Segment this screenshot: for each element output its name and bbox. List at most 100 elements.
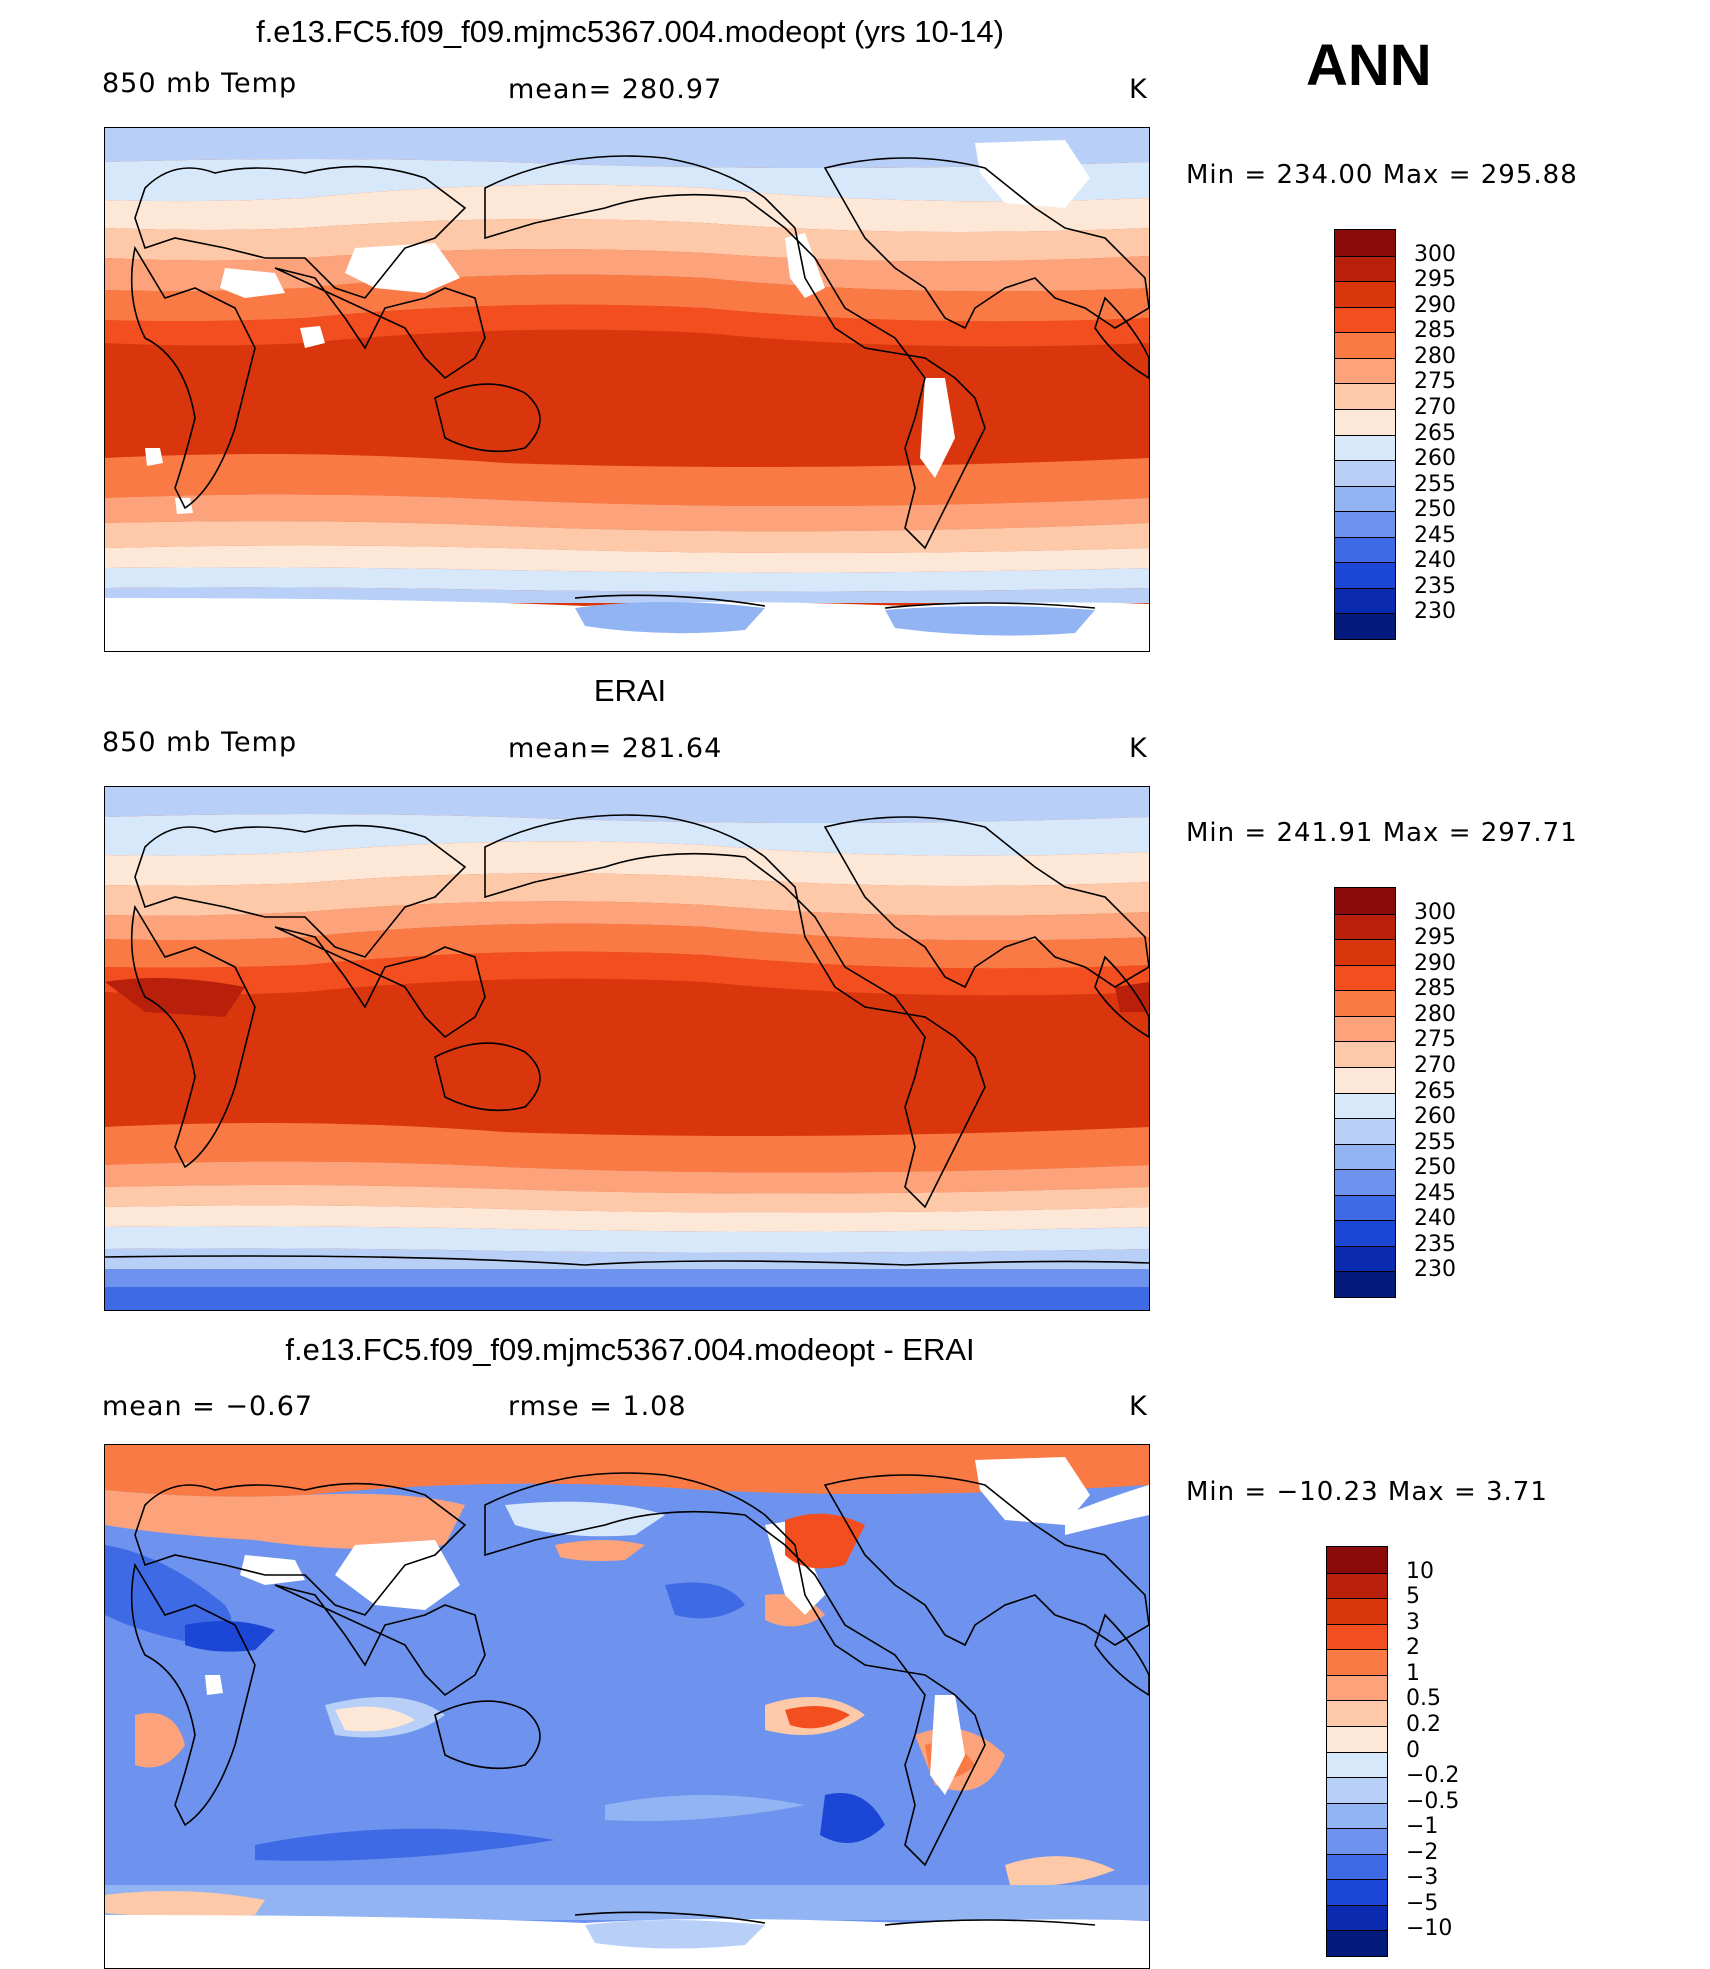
colorbar-tick-label: 0.2	[1406, 1711, 1441, 1737]
colorbar-tick-label: −0.2	[1406, 1763, 1460, 1789]
colorbar-tick-label: 250	[1414, 497, 1456, 523]
panel-2-mean-label: mean= 281.64	[508, 733, 723, 764]
panel-3-minmax: Min = −10.23 Max = 3.71	[1186, 1477, 1548, 1507]
colorbar-swatch	[1335, 1015, 1395, 1042]
colorbar-tick-label: 235	[1414, 1231, 1456, 1257]
colorbar-swatch	[1327, 1700, 1387, 1726]
colorbar-swatch	[1335, 357, 1395, 384]
colorbar-tick-label: 290	[1414, 950, 1456, 976]
colorbar-tick-label: 280	[1414, 343, 1456, 369]
panel-2-variable-label: 850 mb Temp	[102, 727, 298, 758]
colorbar-swatch	[1335, 1092, 1395, 1119]
colorbar-tick-label: 255	[1414, 471, 1456, 497]
panel-3-title: f.e13.FC5.f09_f09.mjmc5367.004.modeopt -…	[285, 1332, 975, 1367]
colorbar-swatch	[1327, 1802, 1387, 1829]
panel-3-difference-field	[105, 1445, 1149, 1968]
colorbar-tick-label: 285	[1414, 976, 1456, 1002]
colorbar-tick-label: 0.5	[1406, 1686, 1441, 1712]
colorbar-tick-label: 3	[1406, 1609, 1420, 1635]
colorbar-swatch	[1335, 587, 1395, 614]
colorbar-tick-label: 285	[1414, 318, 1456, 344]
colorbar-swatch	[1335, 939, 1395, 965]
colorbar-swatch	[1335, 408, 1395, 435]
colorbar-swatch	[1327, 1751, 1387, 1778]
colorbar-tick-label: −2	[1406, 1839, 1439, 1865]
panel-1-map	[104, 127, 1150, 652]
colorbar-tick-label: −3	[1406, 1865, 1439, 1891]
colorbar-swatch	[1335, 1245, 1395, 1272]
colorbar-swatch	[1335, 913, 1395, 940]
colorbar-tick-label: 295	[1414, 925, 1456, 951]
panel-3-map	[104, 1444, 1150, 1969]
colorbar-swatch	[1327, 1674, 1387, 1701]
colorbar-swatch	[1327, 1649, 1387, 1675]
panel-2-minmax: Min = 241.91 Max = 297.71	[1186, 818, 1578, 848]
panel-1-minmax: Min = 234.00 Max = 295.88	[1186, 160, 1578, 190]
colorbar-swatch	[1335, 1066, 1395, 1093]
colorbar-tick-label: 255	[1414, 1129, 1456, 1155]
colorbar-swatch	[1335, 460, 1395, 486]
colorbar-tick-label: 240	[1414, 548, 1456, 574]
colorbar-swatch	[1335, 562, 1395, 588]
panel-2-title: ERAI	[593, 673, 667, 708]
colorbar-swatch	[1335, 613, 1395, 639]
colorbar-swatch	[1327, 1853, 1387, 1880]
colorbar-swatch	[1327, 1828, 1387, 1854]
colorbar-tick-label: 0	[1406, 1737, 1420, 1763]
panel-3-colorbar	[1326, 1546, 1388, 1957]
colorbar-swatch	[1335, 990, 1395, 1016]
colorbar-swatch	[1335, 1169, 1395, 1195]
colorbar-tick-label: 245	[1414, 1180, 1456, 1206]
panel-1-units: K	[1129, 74, 1148, 105]
colorbar-swatch	[1335, 281, 1395, 307]
panel-2-map	[104, 786, 1150, 1311]
colorbar-swatch	[1335, 1041, 1395, 1067]
colorbar-tick-label: 250	[1414, 1155, 1456, 1181]
colorbar-tick-label: 295	[1414, 267, 1456, 293]
colorbar-tick-label: 1	[1406, 1660, 1420, 1686]
colorbar-tick-label: 260	[1414, 446, 1456, 472]
panel-3-rmse-label: rmse = 1.08	[508, 1391, 687, 1422]
panel-1-variable-label: 850 mb Temp	[102, 68, 298, 99]
colorbar-swatch	[1335, 485, 1395, 512]
colorbar-tick-label: 275	[1414, 369, 1456, 395]
colorbar-tick-label: 245	[1414, 522, 1456, 548]
colorbar-swatch	[1335, 964, 1395, 991]
colorbar-swatch	[1335, 1271, 1395, 1297]
colorbar-tick-label: 270	[1414, 1052, 1456, 1078]
colorbar-swatch	[1335, 511, 1395, 537]
panel-1-temperature-field	[105, 128, 1149, 651]
colorbar-tick-label: 240	[1414, 1206, 1456, 1232]
colorbar-swatch	[1335, 536, 1395, 563]
season-label: ANN	[1306, 33, 1432, 98]
colorbar-tick-label: 260	[1414, 1104, 1456, 1130]
colorbar-swatch	[1327, 1598, 1387, 1624]
colorbar-swatch	[1335, 1194, 1395, 1221]
colorbar-tick-label: 275	[1414, 1027, 1456, 1053]
panel-1-colorbar	[1334, 229, 1396, 640]
colorbar-tick-label: 5	[1406, 1584, 1420, 1610]
colorbar-swatch	[1327, 1547, 1387, 1573]
panel-2-temperature-field	[105, 787, 1149, 1310]
panel-1-title: f.e13.FC5.f09_f09.mjmc5367.004.modeopt (…	[256, 14, 1004, 49]
colorbar-swatch	[1335, 1143, 1395, 1170]
colorbar-tick-label: 2	[1406, 1635, 1420, 1661]
colorbar-swatch	[1335, 434, 1395, 461]
colorbar-tick-label: −0.5	[1406, 1788, 1460, 1814]
colorbar-tick-label: 230	[1414, 1257, 1456, 1283]
colorbar-tick-label: 300	[1414, 241, 1456, 267]
panel-3-units: K	[1129, 1391, 1148, 1422]
colorbar-tick-label: 230	[1414, 599, 1456, 625]
colorbar-swatch	[1335, 1118, 1395, 1144]
colorbar-tick-label: −5	[1406, 1890, 1439, 1916]
colorbar-swatch	[1335, 1220, 1395, 1246]
panel-3-mean-label: mean = −0.67	[102, 1391, 314, 1422]
colorbar-swatch	[1335, 383, 1395, 409]
colorbar-swatch	[1335, 888, 1395, 914]
colorbar-tick-label: 280	[1414, 1001, 1456, 1027]
colorbar-swatch	[1327, 1572, 1387, 1599]
colorbar-tick-label: 265	[1414, 420, 1456, 446]
colorbar-swatch	[1335, 230, 1395, 256]
colorbar-tick-label: −10	[1406, 1916, 1453, 1942]
colorbar-swatch	[1327, 1777, 1387, 1803]
